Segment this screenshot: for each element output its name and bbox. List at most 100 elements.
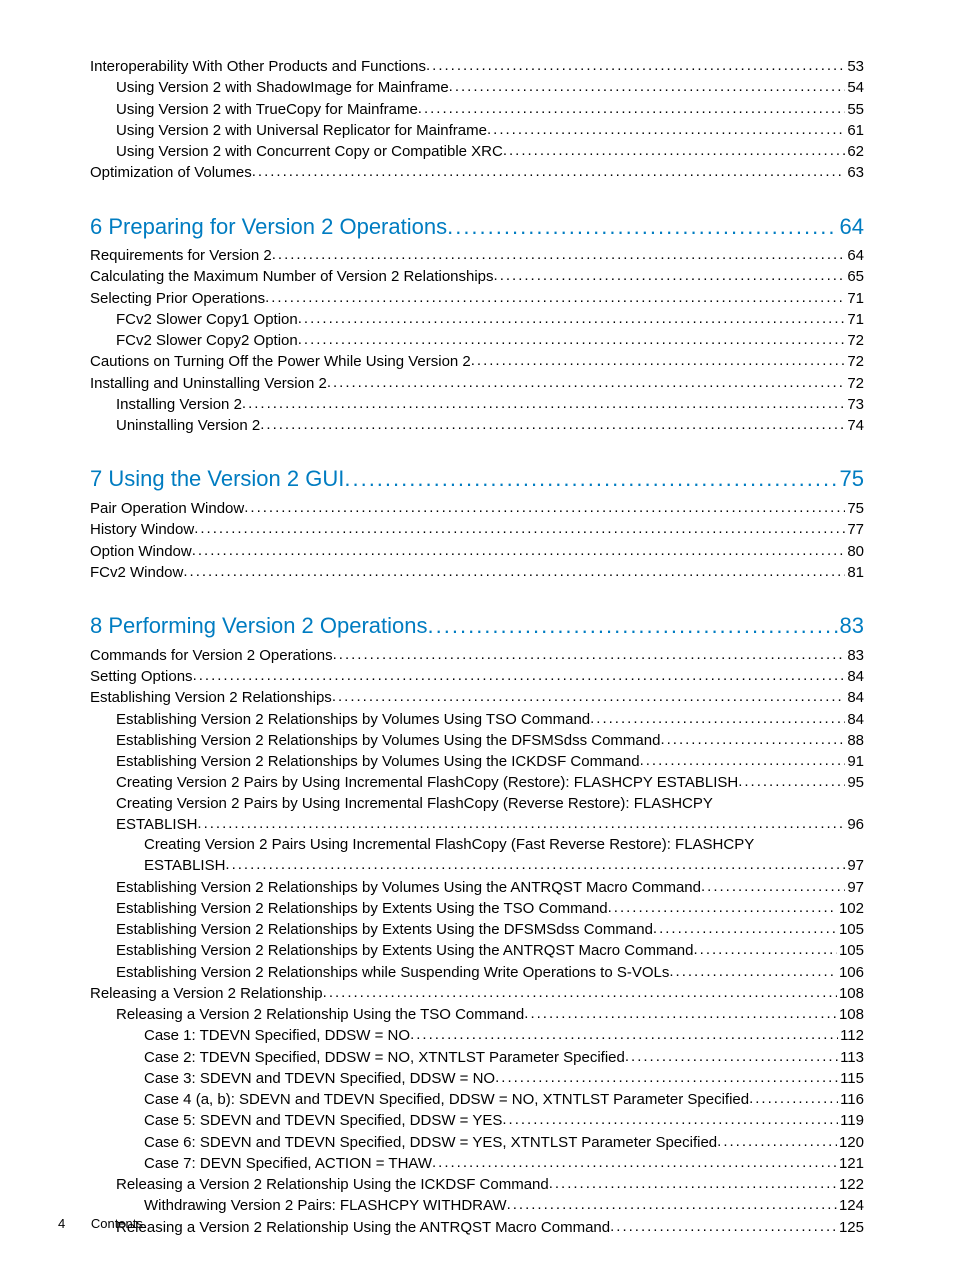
toc-entry[interactable]: Installing and Uninstalling Version 272 (90, 373, 864, 394)
toc-entry-title[interactable]: Case 6: SDEVN and TDEVN Specified, DDSW … (144, 1133, 717, 1153)
toc-page-number[interactable]: 108 (837, 984, 864, 1004)
toc-page-number[interactable]: 75 (845, 499, 864, 519)
toc-entry-title[interactable]: Establishing Version 2 Relationships by … (116, 941, 694, 961)
toc-entry-title[interactable]: Commands for Version 2 Operations (90, 646, 333, 666)
toc-entry[interactable]: Establishing Version 2 Relationships by … (90, 709, 864, 730)
toc-entry[interactable]: Establishing Version 2 Relationships by … (90, 940, 864, 961)
toc-entry-title[interactable]: Interoperability With Other Products and… (90, 57, 426, 77)
toc-entry[interactable]: FCv2 Slower Copy2 Option72 (90, 330, 864, 351)
toc-page-number[interactable]: 115 (838, 1069, 864, 1089)
toc-entry-title[interactable]: Creating Version 2 Pairs by Using Increm… (116, 794, 713, 814)
toc-page-number[interactable]: 84 (845, 667, 864, 687)
toc-page-number[interactable]: 95 (845, 773, 864, 793)
toc-entry-title[interactable]: Using Version 2 with Universal Replicato… (116, 121, 487, 141)
toc-entry-title[interactable]: Case 5: SDEVN and TDEVN Specified, DDSW … (144, 1111, 502, 1131)
toc-entry-title[interactable]: FCv2 Slower Copy1 Option (116, 310, 298, 330)
toc-entry[interactable]: Option Window80 (90, 541, 864, 562)
toc-entry[interactable]: Uninstalling Version 2 74 (90, 415, 864, 436)
toc-entry[interactable]: Establishing Version 2 Relationships 84 (90, 687, 864, 708)
toc-entry[interactable]: Withdrawing Version 2 Pairs: FLASHCPY WI… (90, 1195, 864, 1216)
toc-chapter-title[interactable]: 7 Using the Version 2 GUI (90, 464, 344, 494)
toc-page-number[interactable]: 81 (845, 563, 864, 583)
toc-entry[interactable]: Cautions on Turning Off the Power While … (90, 351, 864, 372)
toc-entry[interactable]: Establishing Version 2 Relationships whi… (90, 962, 864, 983)
toc-entry-title[interactable]: Installing and Uninstalling Version 2 (90, 374, 327, 394)
toc-page-number[interactable]: 54 (845, 78, 864, 98)
toc-page-number[interactable]: 116 (838, 1090, 864, 1110)
toc-entry[interactable]: Calculating the Maximum Number of Versio… (90, 266, 864, 287)
toc-entry[interactable]: Case 5: SDEVN and TDEVN Specified, DDSW … (90, 1110, 864, 1131)
toc-page-number[interactable]: 63 (845, 163, 864, 183)
toc-page-number[interactable]: 106 (837, 963, 864, 983)
toc-entry-title[interactable]: Releasing a Version 2 Relationship Using… (116, 1175, 549, 1195)
toc-entry-title[interactable]: Setting Options (90, 667, 193, 687)
toc-entry-title[interactable]: Uninstalling Version 2 (116, 416, 260, 436)
toc-entry[interactable]: Installing Version 273 (90, 394, 864, 415)
toc-page-number[interactable]: 108 (837, 1005, 864, 1025)
toc-entry[interactable]: Requirements for Version 264 (90, 245, 864, 266)
toc-entry-title[interactable]: Establishing Version 2 Relationships (90, 688, 332, 708)
toc-entry[interactable]: Case 1: TDEVN Specified, DDSW = NO112 (90, 1025, 864, 1046)
toc-page-number[interactable]: 75 (838, 464, 864, 494)
toc-entry-title[interactable]: Establishing Version 2 Relationships by … (116, 731, 660, 751)
toc-entry-title[interactable]: Using Version 2 with TrueCopy for Mainfr… (116, 100, 418, 120)
toc-entry-title[interactable]: Case 3: SDEVN and TDEVN Specified, DDSW … (144, 1069, 495, 1089)
toc-page-number[interactable]: 72 (845, 352, 864, 372)
toc-page-number[interactable]: 55 (845, 100, 864, 120)
toc-entry-title[interactable]: Case 7: DEVN Specified, ACTION = THAW (144, 1154, 432, 1174)
toc-page-number[interactable]: 71 (845, 289, 864, 309)
toc-page-number[interactable]: 72 (845, 331, 864, 351)
toc-entry-title[interactable]: Releasing a Version 2 Relationship (90, 984, 323, 1004)
toc-entry-title[interactable]: FCv2 Window (90, 563, 183, 583)
toc-page-number[interactable]: 84 (845, 710, 864, 730)
toc-entry[interactable]: Setting Options 84 (90, 666, 864, 687)
toc-page-number[interactable]: 105 (837, 941, 864, 961)
toc-chapter[interactable]: 6 Preparing for Version 2 Operations64 (90, 212, 864, 242)
toc-page-number[interactable]: 125 (837, 1218, 864, 1238)
toc-page-number[interactable]: 105 (837, 920, 864, 940)
toc-entry[interactable]: FCv2 Window 81 (90, 562, 864, 583)
toc-entry[interactable]: Creating Version 2 Pairs by Using Increm… (90, 794, 864, 836)
toc-entry[interactable]: Establishing Version 2 Relationships by … (90, 919, 864, 940)
toc-page-number[interactable]: 122 (837, 1175, 864, 1195)
toc-entry[interactable]: Using Version 2 with ShadowImage for Mai… (90, 77, 864, 98)
toc-entry[interactable]: FCv2 Slower Copy1 Option71 (90, 309, 864, 330)
toc-entry-title[interactable]: Case 2: TDEVN Specified, DDSW = NO, XTNT… (144, 1048, 625, 1068)
toc-page-number[interactable]: 61 (845, 121, 864, 141)
toc-entry-title[interactable]: ESTABLISH (116, 815, 197, 835)
toc-page-number[interactable]: 74 (845, 416, 864, 436)
toc-entry[interactable]: Using Version 2 with Universal Replicato… (90, 120, 864, 141)
toc-chapter-title[interactable]: 6 Preparing for Version 2 Operations (90, 212, 447, 242)
toc-page-number[interactable]: 84 (845, 688, 864, 708)
toc-entry-title[interactable]: Pair Operation Window (90, 499, 244, 519)
toc-entry[interactable]: Case 2: TDEVN Specified, DDSW = NO, XTNT… (90, 1047, 864, 1068)
toc-entry[interactable]: Pair Operation Window 75 (90, 498, 864, 519)
toc-entry[interactable]: Commands for Version 2 Operations 83 (90, 645, 864, 666)
toc-page-number[interactable]: 120 (837, 1133, 864, 1153)
toc-entry-title[interactable]: Establishing Version 2 Relationships by … (116, 710, 590, 730)
toc-page-number[interactable]: 102 (837, 899, 864, 919)
toc-chapter[interactable]: 8 Performing Version 2 Operations83 (90, 611, 864, 641)
toc-entry[interactable]: Case 7: DEVN Specified, ACTION = THAW121 (90, 1153, 864, 1174)
toc-entry-title[interactable]: Using Version 2 with ShadowImage for Mai… (116, 78, 449, 98)
toc-page-number[interactable]: 97 (845, 878, 864, 898)
toc-entry-title[interactable]: Releasing a Version 2 Relationship Using… (116, 1005, 524, 1025)
toc-page-number[interactable]: 83 (838, 611, 864, 641)
toc-page-number[interactable]: 73 (845, 395, 864, 415)
toc-entry[interactable]: Releasing a Version 2 Relationship Using… (90, 1004, 864, 1025)
toc-page-number[interactable]: 96 (845, 815, 864, 835)
toc-entry[interactable]: Releasing a Version 2 Relationship 108 (90, 983, 864, 1004)
toc-entry[interactable]: Releasing a Version 2 Relationship Using… (90, 1174, 864, 1195)
toc-entry[interactable]: Case 3: SDEVN and TDEVN Specified, DDSW … (90, 1068, 864, 1089)
toc-page-number[interactable]: 124 (837, 1196, 864, 1216)
toc-entry-title[interactable]: History Window (90, 520, 194, 540)
toc-entry[interactable]: Optimization of Volumes63 (90, 162, 864, 183)
toc-page-number[interactable]: 83 (845, 646, 864, 666)
toc-page-number[interactable]: 77 (845, 520, 864, 540)
toc-entry[interactable]: Interoperability With Other Products and… (90, 56, 864, 77)
toc-page-number[interactable]: 80 (845, 542, 864, 562)
toc-entry-title[interactable]: Establishing Version 2 Relationships by … (116, 878, 701, 898)
toc-page-number[interactable]: 62 (845, 142, 864, 162)
toc-entry[interactable]: Using Version 2 with Concurrent Copy or … (90, 141, 864, 162)
toc-entry-title[interactable]: Calculating the Maximum Number of Versio… (90, 267, 494, 287)
